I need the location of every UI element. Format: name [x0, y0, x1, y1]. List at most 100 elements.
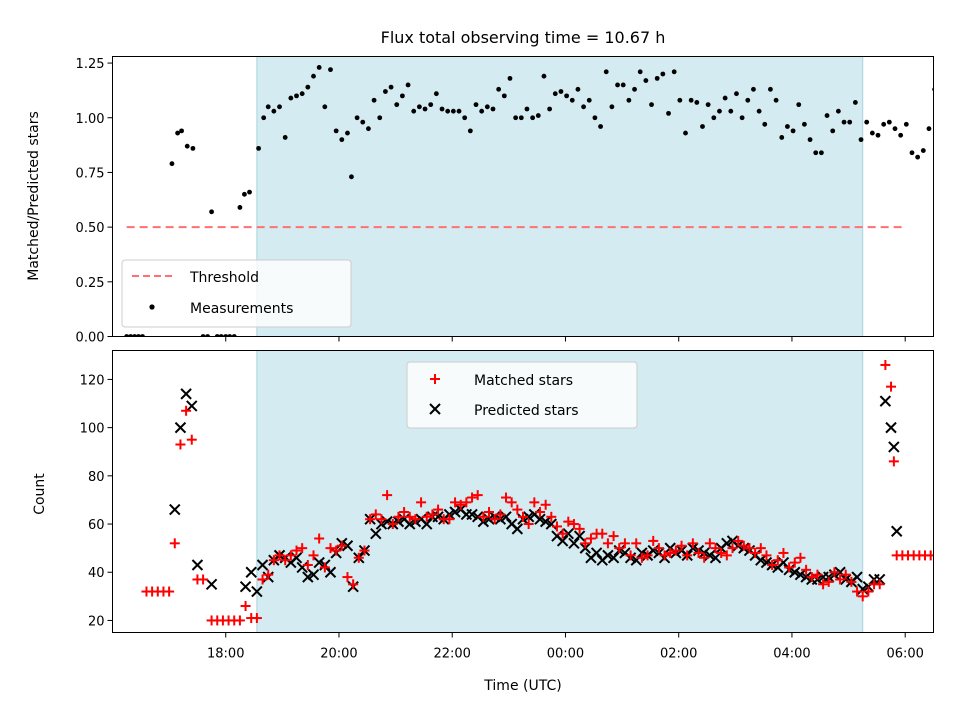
measurement-point [926, 126, 932, 132]
predicted-stars-point [890, 525, 903, 537]
predicted-stars-point [888, 441, 900, 453]
matched-stars-point [738, 540, 749, 551]
bottom-x-tick-label: 02:00 [660, 647, 697, 662]
measurement-point [214, 334, 220, 337]
measurement-point [592, 115, 598, 121]
predicted-stars-point [251, 585, 263, 598]
measurement-point [858, 137, 864, 143]
bottom-y-tick-label: 20 [88, 614, 105, 629]
matched-stars-point [835, 574, 846, 585]
measurement-point [288, 95, 294, 101]
matched-stars-point [297, 543, 308, 554]
top-legend: Threshold Measurements [121, 259, 352, 328]
matched-stars-point [642, 550, 653, 561]
top-y-tick-label: 1.00 [76, 112, 105, 127]
measurement-point [209, 209, 214, 215]
measurement-point [496, 86, 502, 92]
measurement-point [439, 106, 445, 112]
predicted-stars-point [511, 523, 524, 535]
measurement-point [132, 334, 137, 337]
measurement-point [869, 130, 875, 136]
matched-stars-point [175, 439, 186, 450]
bottom-x-tick-label: 00:00 [547, 647, 584, 662]
measurement-point [586, 97, 592, 103]
measurement-point [333, 128, 339, 134]
legend-measurements-swatch [149, 304, 155, 310]
measurement-point [666, 110, 671, 116]
matched-stars-point [665, 547, 676, 558]
measurement-point [473, 102, 479, 108]
measurement-point [694, 100, 700, 105]
measurement-point [875, 132, 881, 138]
top-axes-frame [112, 56, 934, 337]
predicted-stars-point [556, 535, 569, 547]
bottom-legend: Matched stars Predicted stars [406, 361, 638, 429]
matched-stars-point [291, 545, 302, 556]
measurement-point [603, 69, 609, 75]
predicted-stars-point [562, 527, 575, 540]
measurement-point [541, 73, 547, 79]
measurement-point [377, 115, 383, 121]
measurement-point [683, 130, 688, 136]
matched-stars-point [444, 514, 455, 525]
top-legend-box [121, 259, 352, 328]
measurement-point [223, 334, 229, 337]
measurement-point [620, 82, 626, 88]
measurement-point [383, 89, 388, 94]
matched-stars-point [325, 543, 336, 554]
measurement-point [762, 121, 768, 127]
matched-stars-point [682, 550, 693, 561]
measurement-point [237, 205, 243, 210]
matched-stars-point [181, 405, 192, 416]
top-panel: Flux total observing time = 10.67 h 0.00… [26, 28, 934, 346]
matched-stars-point [169, 538, 180, 549]
measurement-point [920, 148, 926, 153]
predicted-stars-point [191, 559, 204, 571]
matched-stars-point [755, 543, 766, 554]
matched-stars-point [164, 586, 175, 597]
top-y-tick-label: 1.25 [76, 57, 105, 72]
measurement-point [124, 334, 130, 337]
measurement-point [643, 78, 649, 83]
legend-predicted-label: Predicted stars [474, 403, 579, 419]
measurement-point [200, 334, 206, 337]
matched-stars-point [393, 511, 404, 522]
measurement-point [242, 191, 247, 197]
matched-stars-point [721, 550, 732, 561]
predicted-stars-point [180, 388, 192, 400]
measurement-point [552, 91, 558, 97]
predicted-stars-point [709, 552, 722, 564]
matched-stars-point [416, 497, 427, 508]
matched-stars-point [501, 492, 512, 503]
matched-stars-point [568, 519, 579, 530]
bottom-x-tick-label: 22:00 [433, 647, 470, 662]
matched-stars-point [314, 533, 325, 544]
matched-stars-point [240, 600, 251, 611]
matched-stars-point [540, 499, 551, 510]
measurement-point [779, 135, 785, 140]
matched-stars-point [585, 533, 596, 544]
matched-stars-point [234, 615, 245, 626]
matched-stars-point [744, 543, 755, 554]
predicted-stars-point [256, 559, 269, 571]
matched-stars-point [625, 550, 636, 561]
measurement-point [490, 106, 496, 112]
measurement-point [311, 73, 316, 79]
matched-stars-point [518, 511, 528, 522]
matched-stars-point [863, 586, 874, 597]
predicted-stars-point [245, 566, 257, 578]
measurement-point [558, 89, 564, 94]
matched-stars-point [659, 550, 670, 561]
matched-stars-point [778, 547, 789, 558]
legend-measurements-label: Measurements [190, 301, 293, 317]
matched-stars-point [840, 569, 851, 580]
measurement-point [903, 121, 909, 127]
measurement-point [535, 113, 541, 118]
matched-stars-point [342, 572, 353, 583]
measurement-point [501, 93, 507, 99]
matched-stars-point [523, 519, 534, 530]
matched-stars-point [888, 456, 899, 467]
measurement-point [140, 334, 145, 337]
predicted-stars-point [169, 503, 181, 516]
measurement-point [705, 102, 711, 108]
